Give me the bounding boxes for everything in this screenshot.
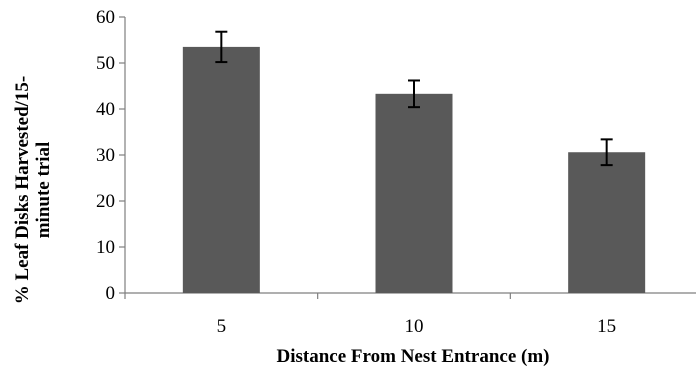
y-tick-label: 10 (96, 237, 115, 258)
y-tick-label: 30 (96, 145, 115, 166)
y-tick-label: 60 (96, 7, 115, 28)
y-tick-label: 40 (96, 99, 115, 120)
y-tick-label: 20 (96, 191, 115, 212)
bar (568, 152, 646, 293)
y-axis-title-line-1: % Leaf Disks Harvested/15- (12, 76, 33, 305)
y-tick-label: 0 (106, 283, 116, 304)
bar (375, 93, 453, 293)
x-tick-label: 10 (405, 316, 424, 337)
y-tick-label: 50 (96, 53, 115, 74)
x-axis-title: Distance From Nest Entrance (m) (277, 346, 550, 367)
plot-area: 0 10 20 30 40 50 60 5 10 15 (96, 7, 696, 337)
bar (182, 46, 260, 294)
x-tick-label: 15 (597, 316, 616, 337)
x-tick-label: 5 (217, 316, 227, 337)
y-axis-title-line-2: minute trial (33, 142, 54, 239)
